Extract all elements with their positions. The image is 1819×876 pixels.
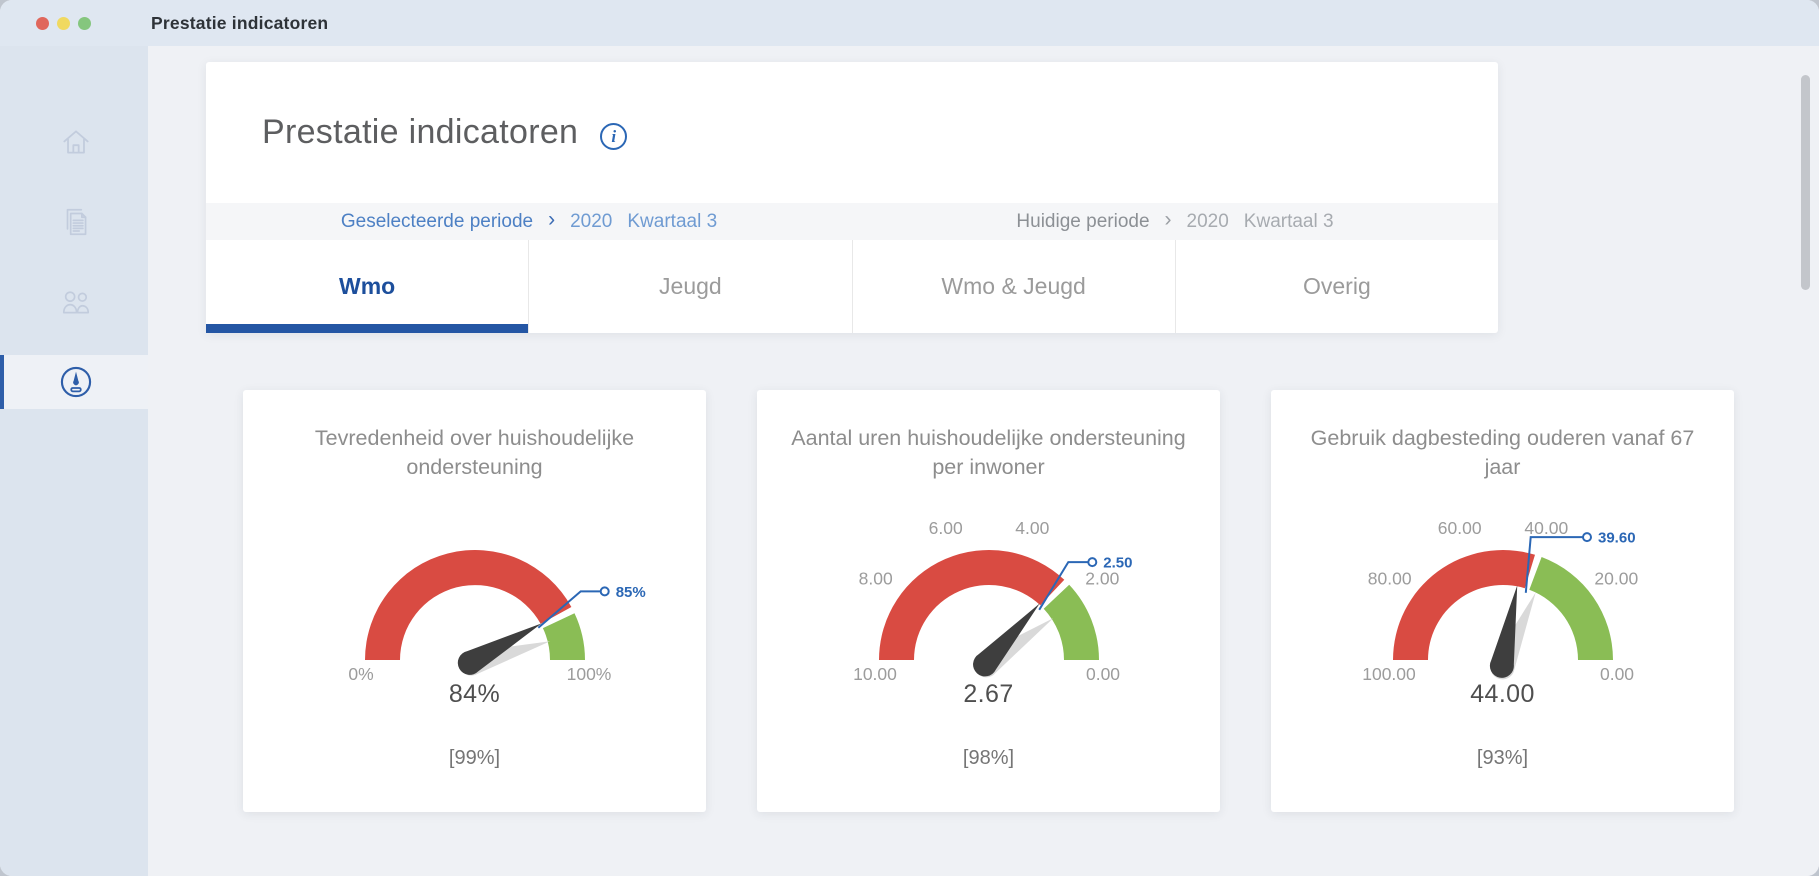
tab-jeugd[interactable]: Jeugd [529, 240, 853, 333]
selected-period[interactable]: Geselecteerde periode › 2020 Kwartaal 3 [206, 208, 852, 233]
tab-label: Wmo [339, 273, 396, 299]
gauge-norm-value: [99%] [448, 747, 501, 770]
gauge-tick-label: 8.00 [858, 569, 892, 589]
titlebar: Prestatie indicatoren [0, 0, 1819, 46]
gauge-arc-red [364, 550, 571, 661]
window-title: Prestatie indicatoren [151, 12, 329, 33]
gauge-tick-label: 80.00 [1367, 569, 1411, 589]
gauge-arc-green [542, 613, 585, 661]
kpi-card: Gebruik dagbesteding ouderen vanaf 67 ja… [1271, 390, 1734, 812]
tab-bar: Wmo Jeugd Wmo & Jeugd Overig [206, 240, 1498, 333]
minimize-window-button[interactable] [57, 16, 70, 30]
kpi-cards-row: Tevredenheid over huishoudelijke onderst… [243, 390, 1734, 812]
kpi-card-title: Aantal uren huishoudelijke ondersteuning… [791, 426, 1186, 480]
selected-period-quarter: Kwartaal 3 [627, 210, 718, 232]
scrollbar-thumb[interactable] [1801, 75, 1810, 290]
gauge-chart: 0% 100% 85% [348, 550, 645, 684]
gauge-tick-label: 60.00 [1437, 518, 1481, 538]
gauge-arc-green [1528, 557, 1613, 661]
sidebar-item-home[interactable] [0, 115, 148, 169]
gauge-tick-label: 100.00 [1362, 664, 1416, 684]
gauge-norm-value: [98%] [962, 747, 1015, 770]
main-content: Prestatie indicatoren i Geselecteerde pe… [148, 46, 1819, 876]
gauge-tick-label: 10.00 [853, 664, 897, 684]
gauge-tick-label: 20.00 [1594, 569, 1638, 589]
gauge-needle [972, 603, 1040, 677]
gauge-threshold-dot [599, 586, 610, 597]
gauge-arc-red [878, 550, 1064, 661]
panel-header: Prestatie indicatoren i [206, 62, 1498, 203]
gauge-threshold-dot [1086, 557, 1097, 568]
tab-overig[interactable]: Overig [1176, 240, 1498, 333]
header-panel: Prestatie indicatoren i Geselecteerde pe… [206, 62, 1498, 333]
kpi-card: Aantal uren huishoudelijke ondersteuning… [757, 390, 1220, 812]
gauge-chart: 10.00 8.00 6.00 4.00 2.00 0.00 2.50 [853, 518, 1132, 684]
gauge-arc-red [1392, 550, 1535, 661]
gauge-threshold-line [537, 590, 601, 630]
kpi-card: Tevredenheid over huishoudelijke onderst… [243, 390, 706, 812]
documents-icon [59, 205, 93, 239]
gauge-tick-label: 100% [566, 664, 611, 684]
info-icon[interactable]: i [600, 123, 628, 150]
gauge-threshold-label: 85% [615, 584, 645, 601]
gauge-chart: 100.00 80.00 60.00 40.00 20.00 0.00 39.60 [1362, 518, 1638, 684]
current-period-label: Huidige periode [1016, 210, 1150, 232]
sidebar [0, 46, 148, 876]
gauge-icon [58, 364, 94, 400]
sidebar-item-users[interactable] [0, 275, 148, 329]
current-period: Huidige periode › 2020 Kwartaal 3 [852, 208, 1498, 233]
gauge-threshold-label: 39.60 [1598, 530, 1636, 547]
gauge-value: 2.67 [963, 680, 1014, 709]
tab-label: Overig [1303, 273, 1371, 299]
gauge-arc-green [1043, 585, 1099, 661]
kpi-card-title: Gebruik dagbesteding ouderen vanaf 67 ja… [1310, 426, 1695, 480]
chevron-right-icon: › [548, 208, 556, 231]
close-window-button[interactable] [36, 16, 49, 30]
users-icon [58, 285, 94, 319]
gauge-tick-label: 0% [348, 664, 373, 684]
sidebar-item-indicators[interactable] [0, 355, 148, 409]
gauge-tick-label: 6.00 [928, 518, 962, 538]
tab-wmo-jeugd[interactable]: Wmo & Jeugd [853, 240, 1176, 333]
kpi-card-title: Tevredenheid over huishoudelijke onderst… [314, 426, 635, 480]
page-title: Prestatie indicatoren [262, 113, 579, 151]
tab-label: Wmo & Jeugd [941, 273, 1086, 299]
current-period-quarter: Kwartaal 3 [1243, 210, 1334, 232]
gauge-value: 84% [448, 680, 501, 709]
gauge-needle [1489, 585, 1517, 679]
chevron-right-icon: › [1164, 208, 1172, 231]
tab-wmo[interactable]: Wmo [206, 240, 530, 333]
tab-label: Jeugd [659, 273, 722, 299]
sidebar-item-documents[interactable] [0, 195, 148, 249]
gauge-value: 44.00 [1470, 680, 1535, 709]
gauge-threshold-label: 2.50 [1103, 555, 1132, 572]
gauge-tick-label: 4.00 [1015, 518, 1049, 538]
selected-period-year: 2020 [570, 210, 613, 232]
gauge-threshold-dot [1581, 532, 1592, 543]
current-period-year: 2020 [1186, 210, 1229, 232]
selected-period-label: Geselecteerde periode [340, 210, 534, 232]
window-controls [36, 16, 91, 30]
maximize-window-button[interactable] [78, 16, 91, 30]
gauge-threshold-line [1524, 536, 1583, 594]
period-bar: Geselecteerde periode › 2020 Kwartaal 3 … [206, 203, 1498, 240]
gauge-tick-label: 40.00 [1524, 518, 1568, 538]
gauge-tick-label: 0.00 [1599, 664, 1633, 684]
gauge-needle [457, 623, 542, 676]
gauge-tick-label: 2.00 [1085, 569, 1119, 589]
home-icon [59, 125, 93, 159]
gauge-tick-label: 0.00 [1085, 664, 1119, 684]
gauge-norm-value: [93%] [1476, 747, 1529, 770]
gauge-threshold-line [1037, 561, 1088, 611]
